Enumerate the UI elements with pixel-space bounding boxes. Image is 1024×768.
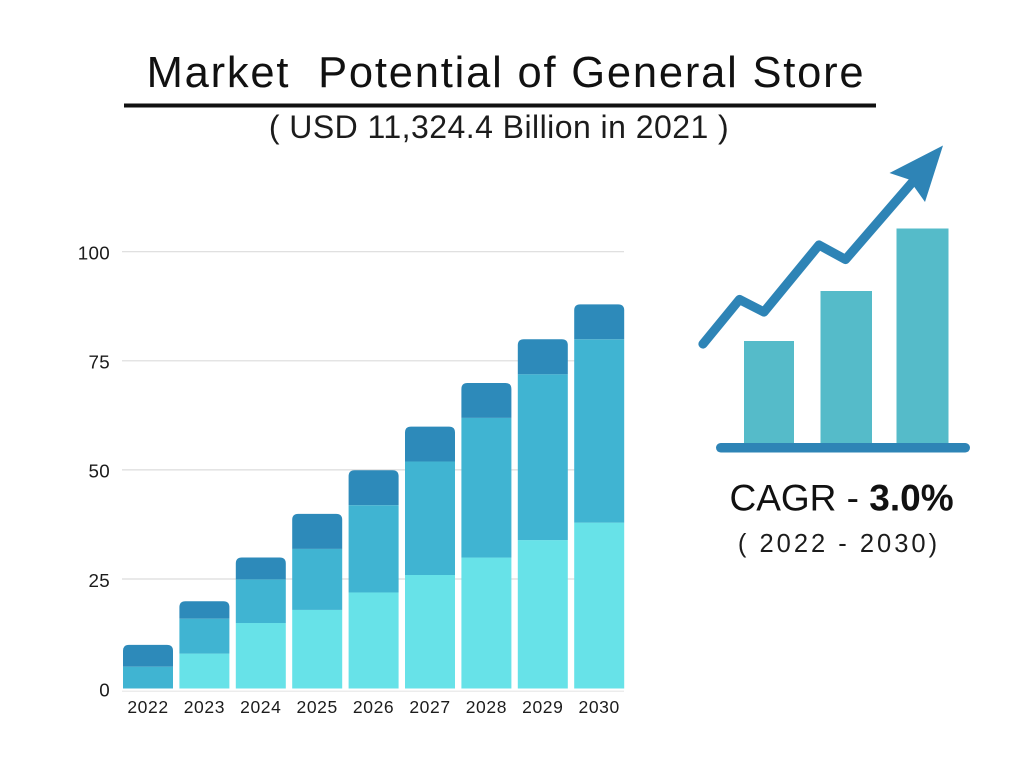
svg-text:2029: 2029 — [522, 697, 563, 717]
svg-text:50: 50 — [89, 461, 111, 482]
svg-text:( 2022 - 2030): ( 2022 - 2030) — [738, 530, 940, 558]
svg-text:Market Potential of General S: Market Potential of General Store — [147, 49, 866, 97]
svg-text:2027: 2027 — [409, 697, 450, 717]
svg-text:2023: 2023 — [184, 697, 225, 717]
svg-text:2026: 2026 — [353, 697, 394, 717]
svg-text:0: 0 — [99, 679, 110, 700]
svg-text:2028: 2028 — [466, 697, 507, 717]
svg-text:( USD 11,324.4 Billion in 2021: ( USD 11,324.4 Billion in 2021 ) — [269, 109, 729, 145]
svg-text:2025: 2025 — [297, 697, 338, 717]
svg-text:2030: 2030 — [579, 697, 620, 717]
svg-text:2024: 2024 — [240, 697, 281, 717]
svg-text:75: 75 — [89, 352, 111, 373]
svg-text:100: 100 — [78, 243, 110, 264]
svg-text:2022: 2022 — [127, 697, 168, 717]
svg-text:25: 25 — [89, 570, 111, 591]
svg-text:CAGR - 3.0%: CAGR - 3.0% — [730, 478, 954, 519]
